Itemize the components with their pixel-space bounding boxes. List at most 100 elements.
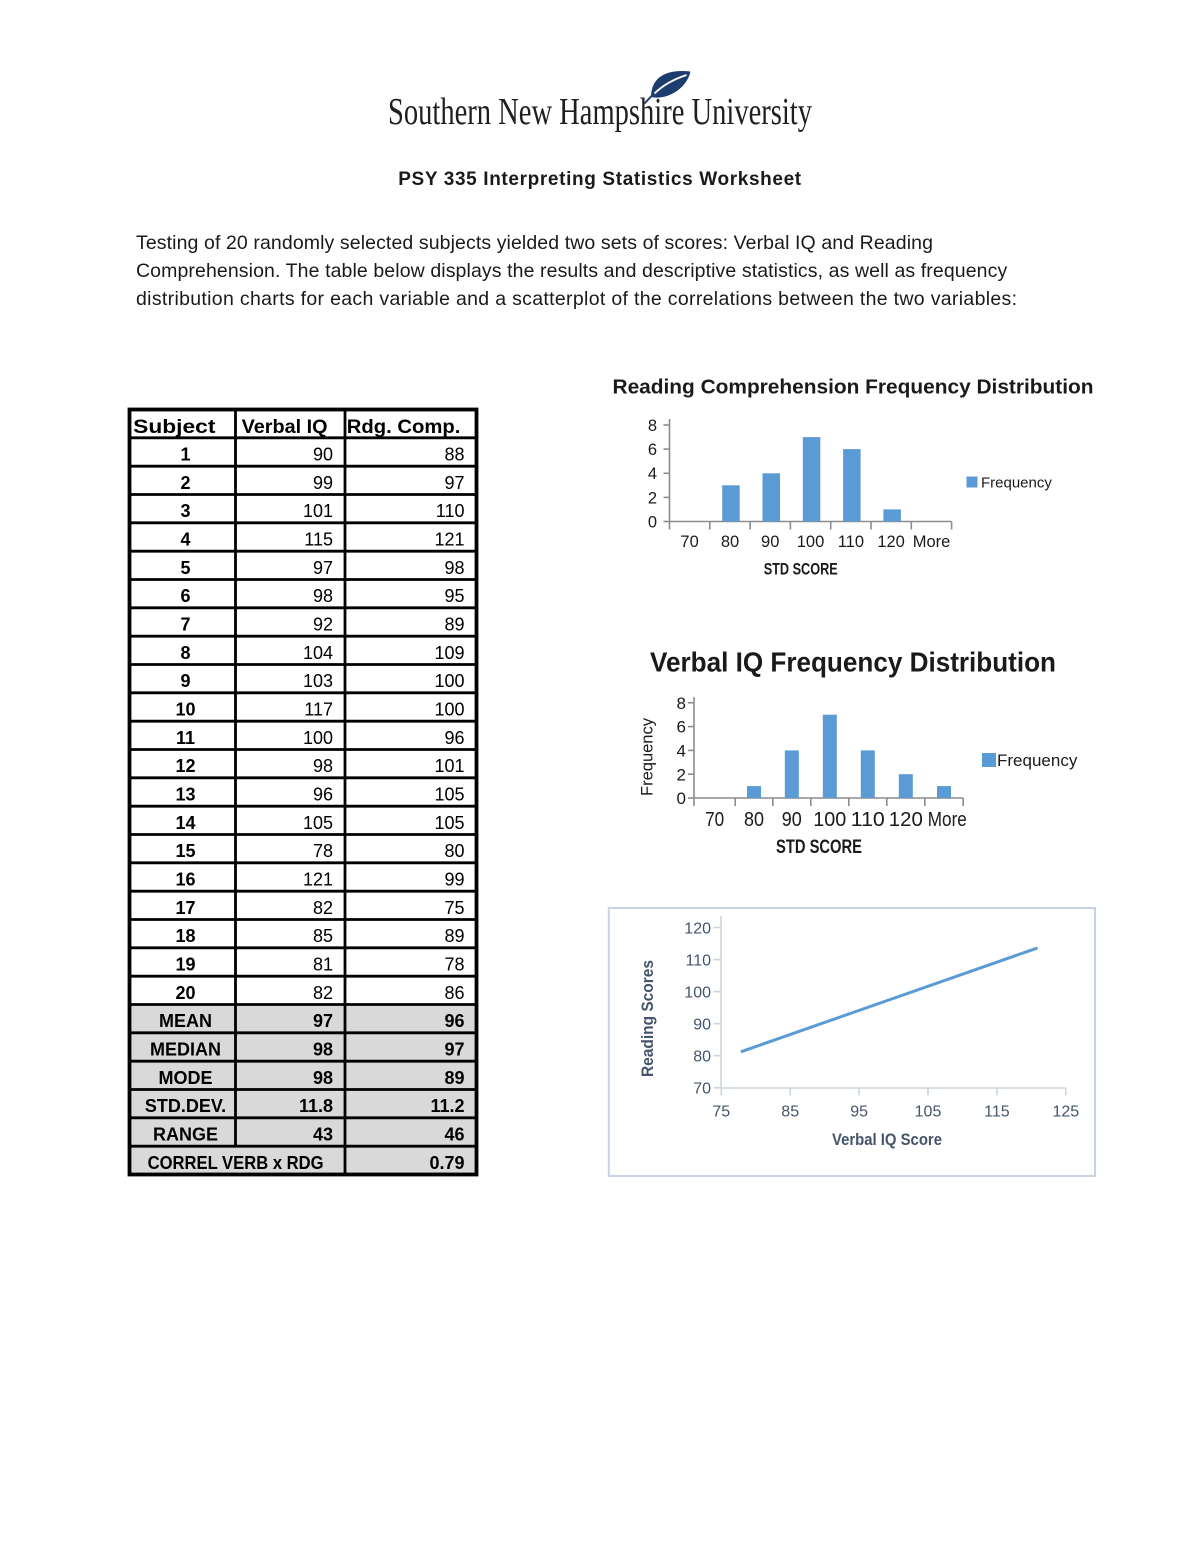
svg-text:STD.DEV.: STD.DEV. [145, 1096, 226, 1116]
svg-text:14: 14 [175, 813, 195, 833]
svg-text:86: 86 [444, 983, 464, 1003]
svg-text:MODE: MODE [159, 1068, 213, 1088]
svg-text:104: 104 [303, 643, 333, 663]
svg-text:4: 4 [677, 742, 686, 761]
svg-text:80: 80 [744, 809, 764, 831]
svg-text:100: 100 [813, 809, 846, 831]
svg-text:120: 120 [889, 809, 923, 831]
svg-text:8: 8 [677, 694, 686, 713]
svg-text:98: 98 [444, 558, 464, 578]
svg-text:105: 105 [303, 813, 333, 833]
svg-text:121: 121 [434, 530, 464, 550]
svg-text:120: 120 [684, 920, 711, 937]
svg-text:80: 80 [693, 1049, 711, 1066]
svg-text:20: 20 [175, 983, 195, 1003]
svg-text:70: 70 [705, 809, 724, 831]
svg-text:120: 120 [877, 533, 905, 551]
svg-text:6: 6 [648, 441, 657, 459]
svg-text:4: 4 [180, 530, 190, 550]
svg-text:MEAN: MEAN [159, 1011, 212, 1031]
svg-text:78: 78 [444, 955, 464, 975]
svg-text:43: 43 [313, 1125, 333, 1145]
svg-text:10: 10 [175, 700, 195, 720]
svg-text:98: 98 [313, 756, 333, 776]
svg-text:4: 4 [648, 465, 657, 483]
svg-text:2: 2 [648, 489, 657, 507]
svg-text:97: 97 [444, 473, 464, 493]
svg-text:11.8: 11.8 [299, 1096, 333, 1116]
svg-text:90: 90 [693, 1017, 711, 1034]
svg-text:99: 99 [444, 870, 464, 890]
svg-text:2: 2 [677, 765, 686, 784]
svg-text:17: 17 [175, 898, 195, 918]
svg-text:85: 85 [781, 1104, 799, 1121]
svg-text:13: 13 [175, 785, 195, 805]
svg-text:81: 81 [313, 955, 333, 975]
svg-text:110: 110 [436, 501, 465, 521]
svg-text:115: 115 [304, 530, 333, 550]
svg-text:98: 98 [313, 1040, 333, 1060]
svg-text:Verbal IQ Frequency Distributi: Verbal IQ Frequency Distribution [650, 647, 1056, 678]
svg-text:Reading Comprehension Frequenc: Reading Comprehension Frequency Distribu… [613, 377, 1094, 399]
svg-text:96: 96 [444, 1011, 464, 1031]
svg-text:Subject: Subject [133, 417, 216, 438]
svg-text:18: 18 [175, 926, 195, 946]
svg-text:97: 97 [444, 1040, 464, 1060]
svg-text:3: 3 [180, 501, 190, 521]
svg-text:110: 110 [851, 809, 885, 831]
svg-text:8: 8 [648, 417, 657, 435]
svg-text:0: 0 [677, 789, 686, 808]
svg-text:97: 97 [313, 558, 333, 578]
svg-text:125: 125 [1052, 1104, 1079, 1121]
svg-text:115: 115 [984, 1104, 1010, 1121]
svg-text:Southern New Hampshire Univers: Southern New Hampshire University [388, 91, 812, 133]
svg-text:101: 101 [303, 501, 333, 521]
svg-text:103: 103 [303, 671, 333, 691]
svg-text:More: More [928, 809, 967, 831]
svg-text:11.2: 11.2 [430, 1096, 464, 1116]
svg-text:MEDIAN: MEDIAN [150, 1040, 221, 1060]
svg-text:80: 80 [444, 841, 464, 861]
svg-text:Reading Scores: Reading Scores [638, 960, 657, 1077]
svg-text:100: 100 [434, 700, 464, 720]
svg-text:12: 12 [175, 756, 195, 776]
svg-text:19: 19 [175, 955, 195, 975]
svg-text:88: 88 [444, 445, 464, 465]
svg-text:109: 109 [434, 643, 464, 663]
svg-text:More: More [913, 533, 951, 551]
svg-text:82: 82 [313, 898, 333, 918]
svg-text:89: 89 [444, 926, 464, 946]
svg-text:95: 95 [444, 586, 464, 606]
svg-text:101: 101 [434, 756, 464, 776]
svg-text:99: 99 [313, 473, 333, 493]
svg-text:92: 92 [313, 615, 333, 635]
svg-text:96: 96 [444, 728, 464, 748]
svg-text:95: 95 [850, 1104, 868, 1121]
svg-text:105: 105 [434, 813, 464, 833]
svg-text:46: 46 [444, 1125, 464, 1145]
svg-text:Frequency: Frequency [638, 718, 657, 796]
svg-text:100: 100 [684, 985, 711, 1002]
svg-text:6: 6 [180, 586, 190, 606]
svg-text:89: 89 [444, 1068, 464, 1088]
svg-text:110: 110 [838, 533, 864, 551]
svg-text:105: 105 [915, 1104, 942, 1121]
svg-text:11: 11 [176, 728, 195, 748]
svg-text:CORREL VERB x RDG: CORREL VERB x RDG [148, 1153, 324, 1173]
svg-text:70: 70 [693, 1081, 711, 1098]
svg-text:75: 75 [712, 1104, 730, 1121]
svg-text:75: 75 [444, 898, 464, 918]
svg-text:0.79: 0.79 [429, 1153, 464, 1173]
svg-text:6: 6 [677, 718, 686, 737]
svg-text:9: 9 [180, 671, 190, 691]
svg-text:Frequency: Frequency [997, 751, 1078, 770]
svg-text:5: 5 [180, 558, 190, 578]
svg-text:STD SCORE: STD SCORE [776, 837, 862, 858]
svg-text:121: 121 [303, 870, 333, 890]
svg-text:15: 15 [175, 841, 195, 861]
svg-text:85: 85 [313, 926, 333, 946]
svg-text:97: 97 [313, 1011, 333, 1031]
svg-text:0: 0 [648, 513, 657, 531]
svg-text:8: 8 [180, 643, 190, 663]
svg-text:2: 2 [180, 473, 190, 493]
